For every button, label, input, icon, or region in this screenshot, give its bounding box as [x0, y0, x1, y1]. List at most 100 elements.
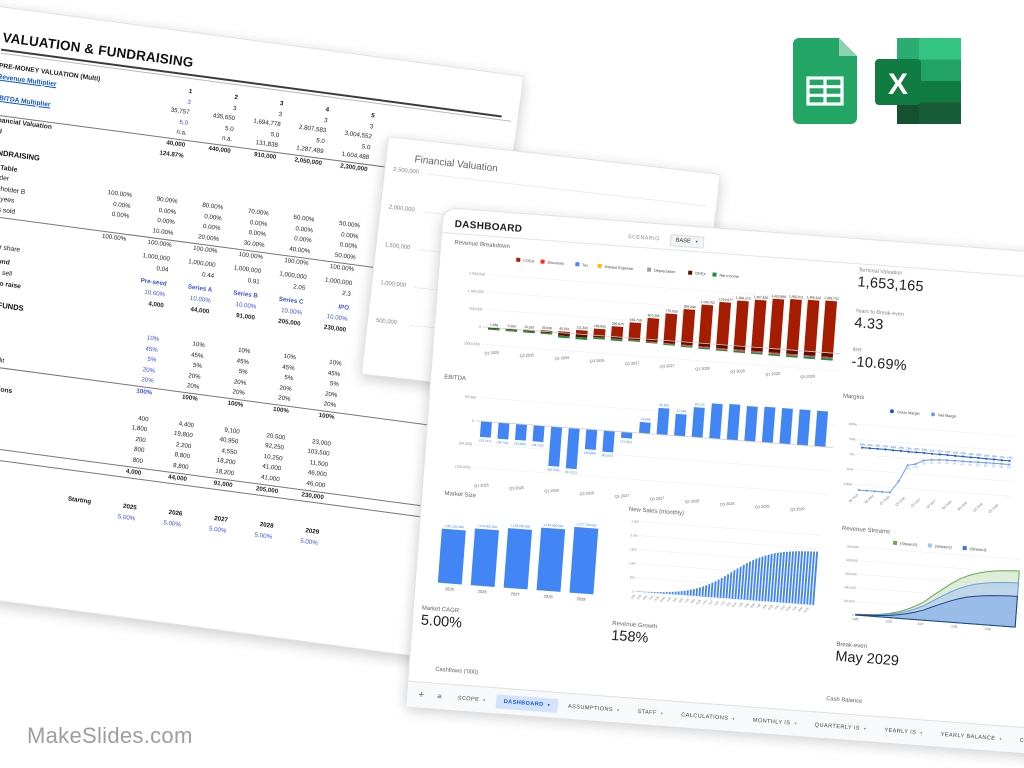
svg-text:Q1 2029: Q1 2029	[972, 502, 984, 513]
sheet-tab-dashboard[interactable]: DASHBOARD ▾	[495, 693, 559, 713]
svg-text:296,870: 296,870	[612, 321, 624, 326]
svg-text:7/25: 7/25	[648, 594, 655, 601]
cell	[53, 463, 99, 469]
chevron-down-icon: ▾	[732, 716, 736, 722]
svg-text:(50,000): (50,000)	[459, 441, 473, 446]
svg-text:1,296,273: 1,296,273	[736, 296, 751, 301]
svg-text:X: X	[888, 68, 908, 101]
cell	[75, 295, 121, 301]
svg-text:1,423,966: 1,423,966	[771, 294, 786, 299]
svg-text:500,000: 500,000	[847, 544, 859, 549]
dashboard-spreadsheet: DASHBOARD SCENARIO BASE ▾ Revenue Breakd…	[405, 207, 1024, 759]
sheet-tab-staff[interactable]: STAFF ▾	[637, 708, 664, 716]
svg-text:29,636: 29,636	[542, 326, 553, 331]
svg-text:0: 0	[472, 419, 474, 423]
svg-text:1,105,752: 1,105,752	[700, 300, 715, 305]
scenario-dropdown[interactable]: BASE ▾	[669, 234, 705, 249]
svg-text:Q1 2027: Q1 2027	[625, 361, 640, 366]
svg-text:3/26: 3/26	[672, 596, 679, 603]
svg-text:(45,647): (45,647)	[601, 453, 613, 458]
sheet-tab-quarterly-is[interactable]: QUARTERLY IS ▾	[814, 721, 867, 732]
cashflows-title: Cashflows ('000)	[435, 666, 479, 676]
google-sheets-icon	[793, 38, 857, 124]
svg-text:56,953: 56,953	[659, 403, 669, 408]
svg-text:Gross Margin: Gross Margin	[897, 410, 920, 416]
sheet-tab-scope[interactable]: SCOPE ▾	[457, 694, 486, 703]
svg-text:2028: 2028	[543, 594, 553, 600]
svg-text:Interest Expense: Interest Expense	[604, 265, 633, 271]
svg-text:1,500: 1,500	[629, 547, 637, 552]
svg-text:22%: 22%	[906, 446, 912, 450]
svg-text:Q1 2027: Q1 2027	[615, 494, 630, 499]
sheet-tab-calculations[interactable]: CALCULATIONS ▾	[680, 711, 736, 722]
margins-chart: 100% 50% 0% -50% -100% Gross Margin Net Margin…	[829, 401, 1023, 544]
svg-text:500,000: 500,000	[469, 307, 482, 312]
sheet-tab-monthly-is[interactable]: MONTHLY IS ▾	[752, 717, 798, 726]
cell	[95, 146, 141, 152]
svg-text:Net Income: Net Income	[719, 274, 739, 279]
svg-text:-3%: -3%	[921, 461, 927, 465]
all-sheets-menu-icon[interactable]: ≡	[436, 691, 443, 702]
sheet-tab-assumptions[interactable]: ASSUMPTIONS ▾	[567, 703, 620, 713]
cell	[47, 509, 93, 515]
svg-text:11/29: 11/29	[802, 606, 810, 614]
svg-text:5%: 5%	[999, 465, 1004, 469]
svg-text:1/25: 1/25	[630, 593, 637, 600]
svg-text:Q3 2029: Q3 2029	[988, 503, 1000, 514]
svg-text:11/25: 11/25	[659, 595, 667, 603]
svg-text:40,561: 40,561	[559, 327, 570, 332]
svg-text:7/27: 7/27	[719, 600, 726, 607]
svg-text:5/28: 5/28	[749, 602, 756, 609]
svg-text:(33,747): (33,747)	[479, 438, 491, 443]
sheet-tab-yearly-is[interactable]: YEARLY IS ▾	[884, 727, 923, 736]
svg-text:Q3 2028: Q3 2028	[730, 369, 745, 374]
market-size-chart: 1,051,200,000 2025 1,103,800,000 2026 1,158,…	[426, 500, 612, 620]
svg-text:Q1 2029: Q1 2029	[755, 504, 770, 509]
svg-text:607,356: 607,356	[648, 313, 660, 318]
svg-text:2,000: 2,000	[630, 533, 638, 538]
svg-text:1/29: 1/29	[984, 627, 991, 631]
svg-text:COGS: COGS	[523, 259, 535, 264]
svg-text:Q1 2028: Q1 2028	[941, 499, 953, 510]
svg-text:9/25: 9/25	[654, 595, 661, 602]
svg-text:-23%: -23%	[904, 466, 911, 471]
svg-text:1,450,011: 1,450,011	[789, 294, 804, 299]
watermark: MakeSlides.com	[27, 723, 193, 748]
svg-text:Q3 2026: Q3 2026	[590, 359, 605, 364]
svg-text:Q3 2025: Q3 2025	[509, 486, 524, 491]
svg-text:2029: 2029	[576, 596, 586, 602]
svg-text:Net Margin: Net Margin	[938, 413, 957, 418]
svg-text:(34,486): (34,486)	[514, 441, 526, 446]
svg-text:400,000: 400,000	[846, 558, 858, 563]
svg-text:1,069: 1,069	[490, 323, 499, 328]
kpi-years-to-break-even: Years to Break-even 4.33	[853, 308, 905, 334]
chevron-down-icon: ▾	[863, 726, 867, 732]
svg-text:500: 500	[630, 575, 636, 579]
svg-text:23,844: 23,844	[640, 417, 650, 422]
svg-text:Q1 2025: Q1 2025	[484, 351, 499, 356]
svg-text:85,862: 85,862	[730, 395, 740, 400]
svg-text:21%: 21%	[929, 448, 935, 452]
svg-text:100,000: 100,000	[843, 599, 855, 604]
sheet-tab-yearly-balance[interactable]: YEARLY BALANCE ▾	[940, 731, 1003, 742]
svg-text:2025: 2025	[445, 586, 455, 592]
ebitda-chart: 50,000 0 (50,000) (100,000) (33,747) Q1 2025 (…	[436, 383, 840, 529]
svg-text:1/25: 1/25	[852, 617, 859, 621]
svg-text:2027: 2027	[511, 591, 521, 597]
sheet-tab-cashflow[interactable]: CASHFLOW▾	[1019, 737, 1024, 746]
stat-revenue-growth: Revenue Growth 158%	[610, 620, 658, 647]
sheet-tab-bar: + ≡ SCOPE ▾ DASHBOARD ▾ ASSUMPTIONS ▾ STAFF ▾ CALC…	[406, 680, 1024, 759]
svg-text:-50%: -50%	[845, 467, 853, 472]
svg-text:(87,021): (87,021)	[565, 470, 577, 475]
svg-text:Q1 2028: Q1 2028	[695, 366, 710, 371]
svg-text:24%: 24%	[867, 443, 873, 447]
add-sheet-button[interactable]: +	[417, 689, 425, 701]
svg-text:Q1 2028: Q1 2028	[685, 499, 700, 504]
svg-text:4%: 4%	[960, 462, 965, 466]
svg-text:9/27: 9/27	[725, 600, 732, 607]
svg-text:23%: 23%	[891, 445, 897, 449]
svg-text:9/28: 9/28	[761, 603, 768, 610]
svg-text:Q3 2025: Q3 2025	[863, 494, 875, 505]
svg-text:(43,094): (43,094)	[584, 451, 596, 456]
